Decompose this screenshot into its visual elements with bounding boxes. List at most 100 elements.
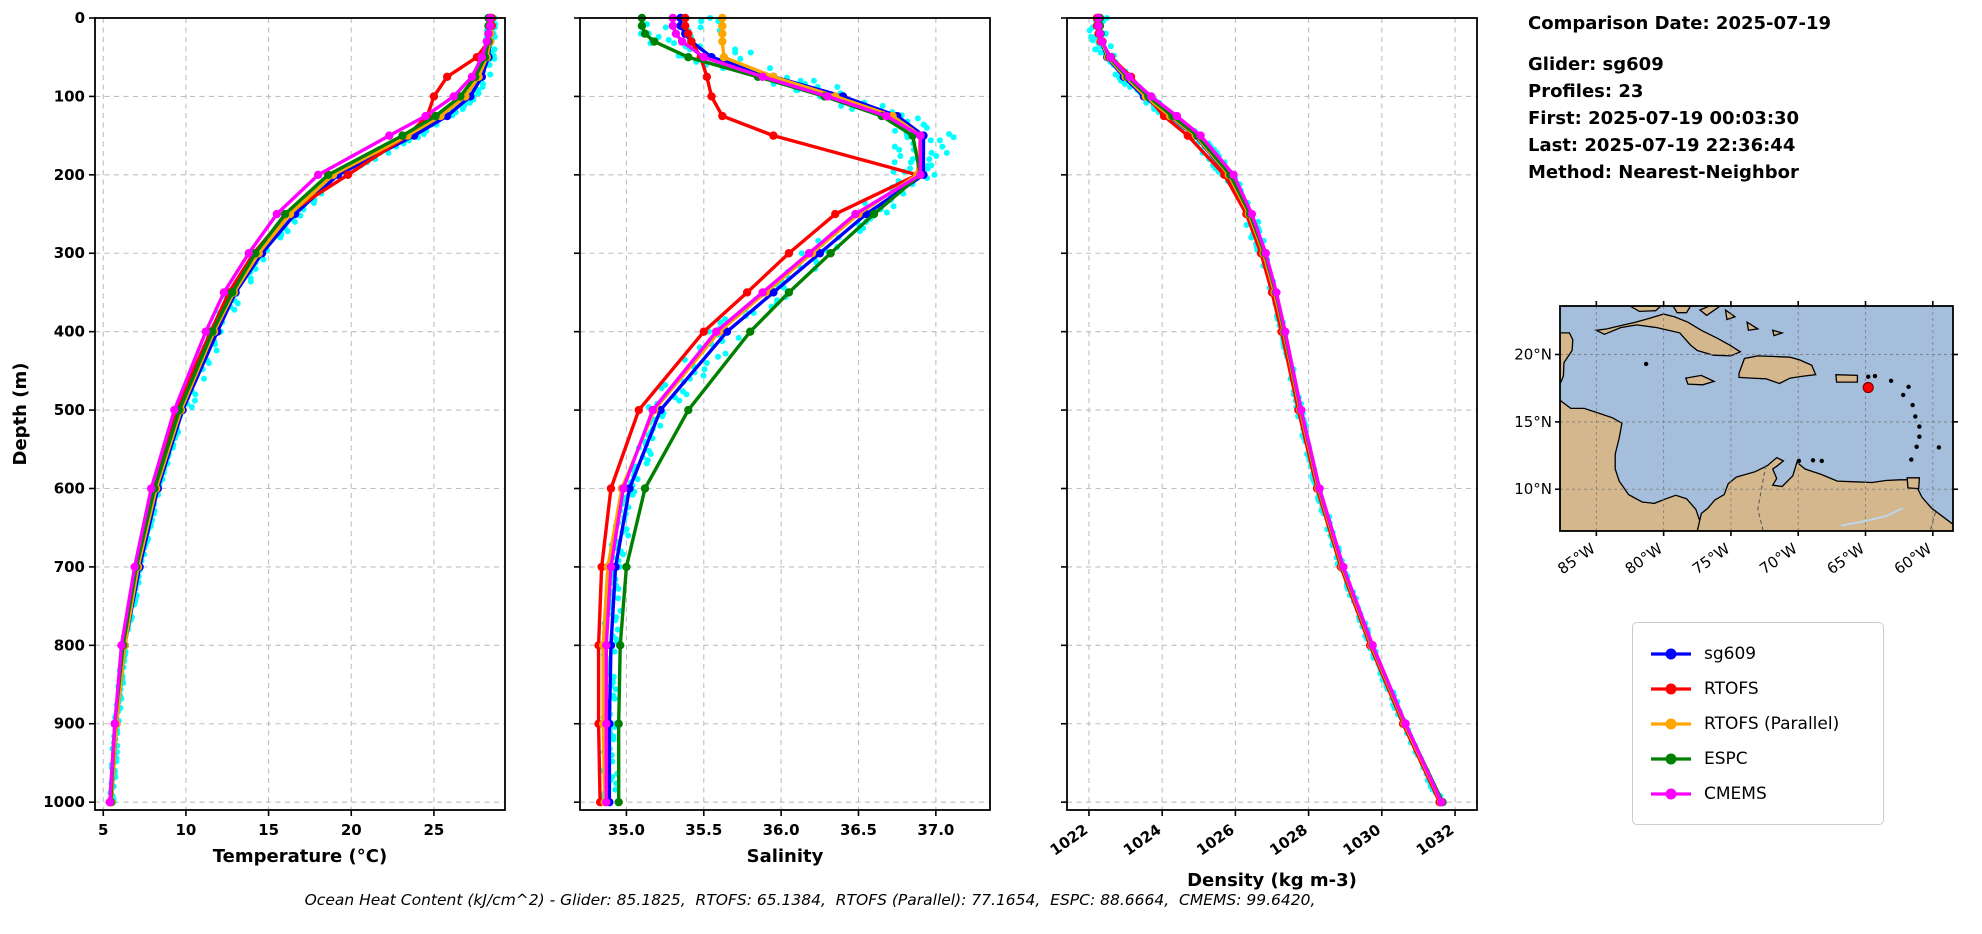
map-lon-label: 75°W (1689, 539, 1733, 578)
density-panel: 1022 1024 1026 1028 1030 1032 Density (kg m-3) (1047, 13, 1478, 891)
svg-text:1024: 1024 (1120, 821, 1165, 860)
ohc-caption: Ocean Heat Content (kJ/cm^2) - Glider: 8… (304, 891, 1316, 909)
svg-text:1026: 1026 (1193, 821, 1238, 860)
svg-text:35.0: 35.0 (608, 821, 645, 839)
legend-label: ESPC (1704, 748, 1748, 769)
info-first: First: 2025-07-19 00:03:30 (1528, 108, 1800, 129)
legend-marker (1665, 718, 1677, 729)
bahamas (1698, 306, 1722, 317)
map-lat-label: 10°N (1514, 480, 1552, 498)
island (1936, 445, 1942, 450)
svg-text:1030: 1030 (1340, 821, 1385, 860)
series-CMEMS (108, 18, 492, 803)
svg-text:600: 600 (54, 479, 85, 497)
map-lon-label: 70°W (1756, 539, 1800, 578)
map-lat-label: 20°N (1514, 346, 1552, 364)
legend-label: sg609 (1704, 643, 1757, 664)
temperature-panel: 5 10 15 20 25 0 100 200 300 400 500 600 700 800 900 100… (43, 9, 506, 867)
map-lon-label: 80°W (1622, 539, 1666, 578)
map-lon-label: 60°W (1891, 539, 1935, 578)
svg-text:1032: 1032 (1413, 821, 1458, 860)
svg-text:400: 400 (54, 323, 85, 341)
island (1901, 392, 1906, 398)
svg-text:36.0: 36.0 (763, 821, 800, 839)
island (1910, 402, 1915, 408)
island (1917, 424, 1922, 429)
map-lon-label: 85°W (1554, 539, 1598, 578)
legend-label: RTOFS (1704, 678, 1759, 699)
svg-text:1022: 1022 (1047, 821, 1092, 860)
salinity-axis-label: Salinity (747, 846, 824, 867)
svg-text:500: 500 (54, 401, 85, 419)
svg-text:15: 15 (258, 821, 279, 839)
series-RTOFS (108, 18, 494, 803)
svg-text:37.0: 37.0 (917, 821, 954, 839)
info-panel: Comparison Date: 2025-07-19 Glider: sg60… (1528, 10, 1831, 186)
depth-axis-label: Depth (m) (10, 363, 31, 466)
island (1810, 458, 1816, 463)
map-inset: 20°N 15°N 10°N 85°W 80°W 75°W 70°W 65°W 60°W (1514, 301, 1958, 578)
series-CMEMS (604, 18, 923, 803)
legend-label: RTOFS (Parallel) (1704, 713, 1840, 734)
svg-text:700: 700 (54, 558, 85, 576)
legend-item-rtofs-parallel: RTOFS (Parallel) (1649, 706, 1867, 741)
island (1906, 384, 1911, 390)
bahamas (1746, 320, 1760, 332)
svg-text:200: 200 (54, 166, 85, 184)
island (1872, 373, 1878, 379)
legend-item-rtofs: RTOFS (1649, 671, 1867, 706)
series-ESPC (616, 18, 923, 803)
svg-text:800: 800 (54, 636, 85, 654)
legend-marker (1665, 648, 1677, 659)
svg-text:5: 5 (98, 821, 108, 839)
legend-item-cmems: CMEMS (1649, 776, 1867, 811)
legend-label: CMEMS (1704, 783, 1767, 804)
info-last: Last: 2025-07-19 22:36:44 (1528, 135, 1796, 156)
legend: sg609 RTOFS RTOFS (Parallel) ESPC CMEMS (1632, 622, 1884, 825)
svg-text:25: 25 (423, 821, 444, 839)
svg-text:1000: 1000 (43, 793, 85, 811)
svg-text:10: 10 (175, 821, 196, 839)
trinidad (1906, 477, 1921, 490)
florida-keys (1628, 306, 1662, 313)
island (1796, 458, 1802, 464)
jamaica (1684, 374, 1716, 386)
svg-text:35.5: 35.5 (685, 821, 722, 839)
info-glider: Glider: sg609 (1528, 54, 1664, 75)
series-sg609 (109, 18, 492, 803)
info-profiles: Profiles: 23 (1528, 81, 1644, 102)
puerto-rico (1835, 374, 1859, 383)
svg-text:300: 300 (54, 244, 85, 262)
hispaniola (1738, 355, 1817, 385)
island (1819, 458, 1824, 464)
island (1913, 414, 1918, 419)
svg-text:1028: 1028 (1266, 821, 1311, 860)
comparison-date: Comparison Date: 2025-07-19 (1528, 13, 1832, 34)
density-axis-label: Density (kg m-3) (1187, 870, 1357, 891)
svg-text:900: 900 (54, 715, 85, 733)
svg-text:0: 0 (75, 9, 85, 27)
legend-item-espc: ESPC (1649, 741, 1867, 776)
map-lat-label: 15°N (1514, 413, 1552, 431)
central-america (1560, 399, 1701, 531)
temperature-axis-label: Temperature (°C) (213, 846, 387, 867)
island (1866, 374, 1871, 379)
map-lon-label: 65°W (1824, 539, 1868, 578)
legend-marker (1665, 753, 1677, 764)
series-RTOFS (Parallel) (109, 18, 492, 803)
legend-marker (1665, 788, 1677, 799)
cuba (1594, 313, 1742, 357)
info-method: Method: Nearest-Neighbor (1528, 162, 1799, 183)
svg-text:36.5: 36.5 (840, 821, 877, 839)
island (1888, 378, 1894, 383)
island (1643, 361, 1649, 367)
glider-position-marker (1862, 381, 1874, 394)
svg-text:20: 20 (341, 821, 362, 839)
island (1917, 434, 1922, 439)
turks (1771, 329, 1785, 337)
legend-item-sg609: sg609 (1649, 636, 1867, 671)
salinity-panel: 35.0 35.5 36.0 36.5 37.0 Salinity (574, 13, 991, 867)
svg-text:100: 100 (54, 87, 85, 105)
